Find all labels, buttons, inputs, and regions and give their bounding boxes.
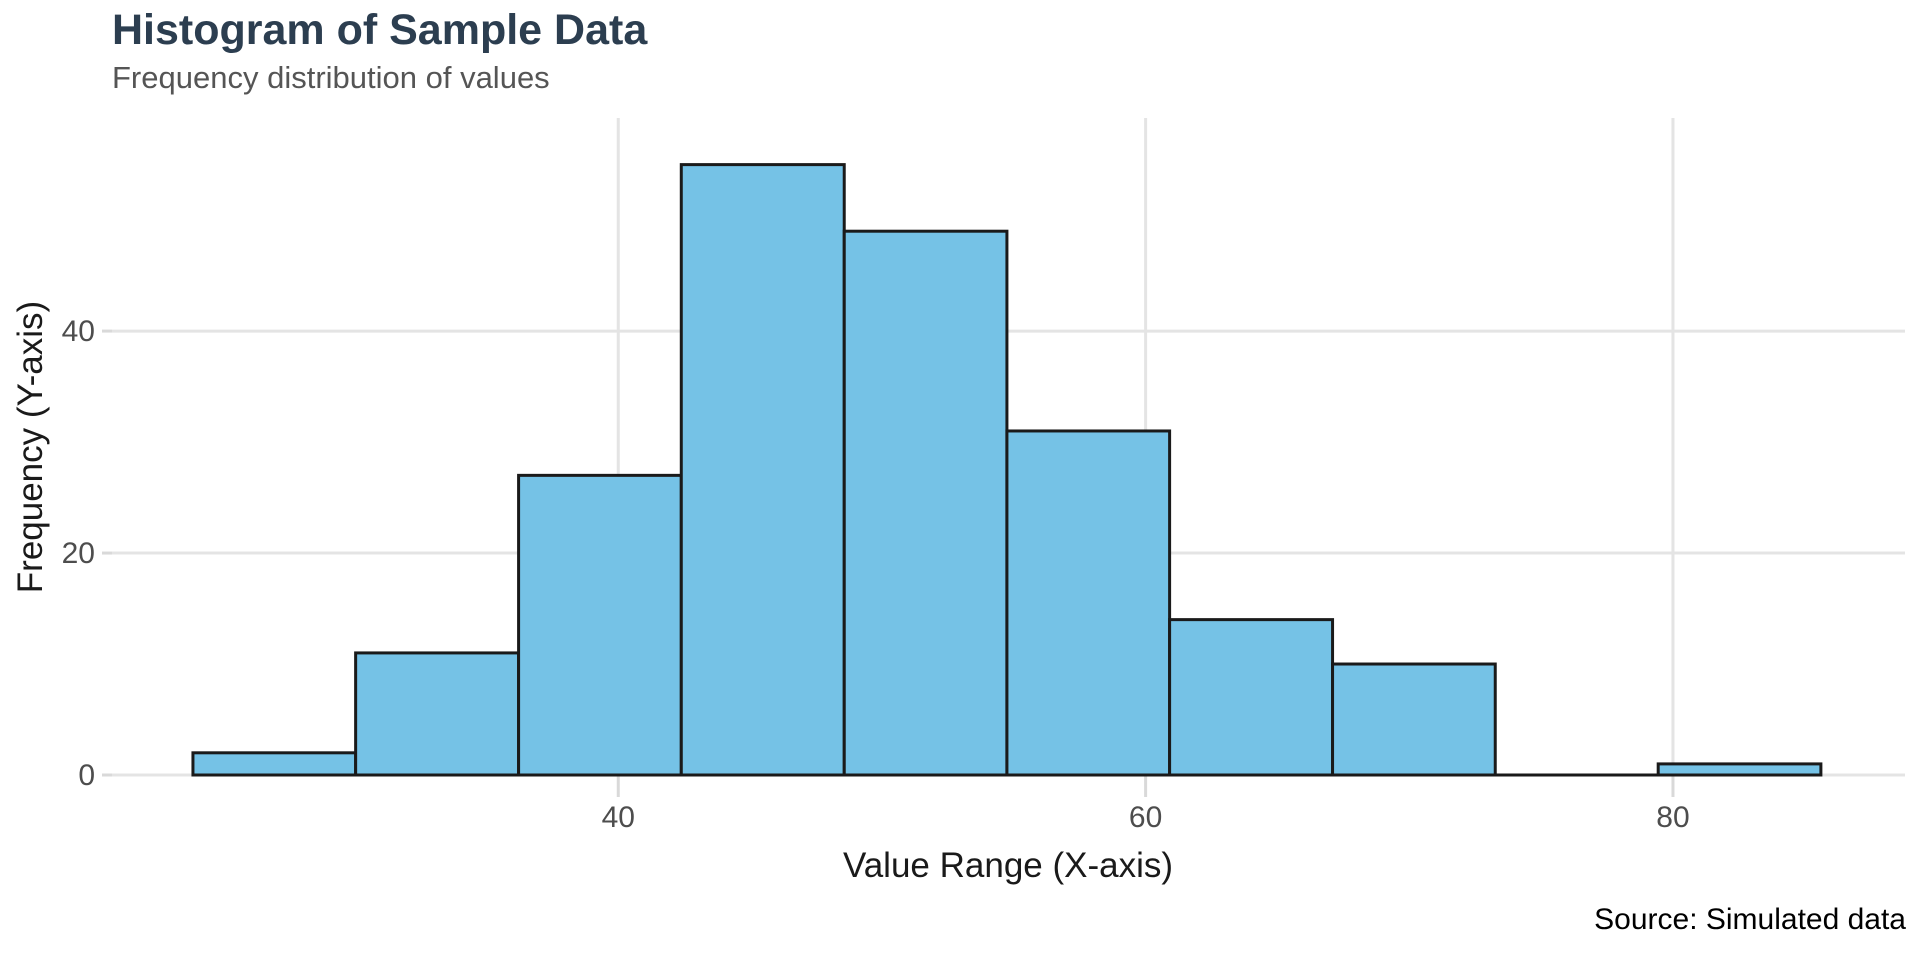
y-tick-label: 40 (62, 315, 95, 348)
histogram-bar (1656, 762, 1823, 777)
histogram-bar (1005, 429, 1172, 777)
y-tick-label: 20 (62, 537, 95, 570)
histogram-bar (1331, 662, 1497, 777)
y-axis-title: Frequency (Y-axis) (11, 300, 50, 594)
x-axis-title: Value Range (X-axis) (842, 846, 1174, 885)
histogram-bar (679, 163, 846, 777)
source-note: Source: Simulated data (1594, 903, 1906, 936)
x-tick-label: 60 (1129, 801, 1162, 834)
histogram-bar (517, 473, 683, 777)
x-tick-label: 80 (1656, 801, 1689, 834)
x-tick-label: 40 (602, 801, 635, 834)
chart-title: Histogram of Sample Data (112, 6, 648, 54)
chart-subtitle: Frequency distribution of values (112, 60, 550, 95)
histogram-bar (1168, 618, 1335, 777)
y-tick-label: 0 (78, 759, 95, 792)
histogram-bar (842, 229, 1009, 777)
histogram-bar (354, 651, 521, 777)
histogram-bar (191, 751, 358, 777)
